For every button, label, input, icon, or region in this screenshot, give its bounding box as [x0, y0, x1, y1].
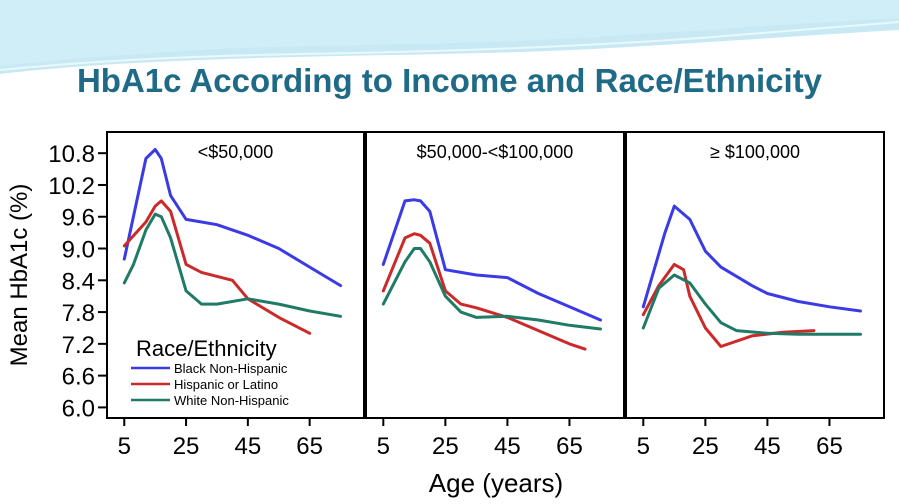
x-tick-label: 25: [692, 433, 719, 460]
y-tick-label: 10.8: [48, 141, 95, 168]
y-tick-label: 7.2: [62, 332, 95, 359]
series-line-white-non-hispanic: [122, 212, 343, 318]
slide-title: HbA1c According to Income and Race/Ethni…: [76, 62, 823, 99]
series-line-black-non-hispanic: [641, 204, 862, 313]
panel-title: ≥ $100,000: [710, 142, 800, 162]
panel-frame: [625, 131, 885, 419]
x-tick-label: 25: [173, 433, 200, 460]
x-tick-label: 65: [816, 433, 843, 460]
header-wave-line: [0, 21, 899, 71]
series-line-white-non-hispanic: [381, 247, 602, 331]
x-tick-label: 5: [637, 433, 650, 460]
y-tick-label: 6.6: [62, 364, 95, 391]
x-tick-label: 5: [118, 433, 131, 460]
x-axis-label: Age (years): [429, 468, 563, 498]
header-wave-front: [0, 0, 899, 66]
series-line-black-non-hispanic: [122, 148, 343, 288]
panel-frame: [106, 131, 365, 419]
y-tick-label: 9.6: [62, 205, 95, 232]
legend-entry: Black Non-Hispanic: [174, 361, 288, 376]
series-line-white-non-hispanic: [641, 273, 862, 336]
x-tick-label: 45: [754, 433, 781, 460]
series-line-black-non-hispanic: [381, 198, 602, 322]
y-tick-label: 9.0: [62, 237, 95, 264]
panel-title: $50,000-<$100,000: [417, 142, 574, 162]
y-tick-label: 7.8: [62, 300, 95, 327]
x-tick-label: 45: [235, 433, 262, 460]
legend-entry: Hispanic or Latino: [174, 377, 278, 392]
x-tick-label: 5: [377, 433, 390, 460]
x-tick-label: 65: [296, 433, 323, 460]
y-tick-label: 6.0: [62, 395, 95, 422]
panel-frame: [365, 131, 625, 419]
y-axis-label: Mean HbA1c (%): [6, 184, 33, 367]
y-tick-label: 8.4: [62, 268, 95, 295]
header-wave-banner: [0, 0, 899, 74]
legend-title: Race/Ethnicity: [136, 336, 277, 361]
panel-title: <$50,000: [198, 142, 274, 162]
x-tick-label: 45: [494, 433, 521, 460]
x-tick-label: 25: [432, 433, 459, 460]
y-tick-label: 10.2: [48, 173, 95, 200]
series-line-hispanic-or-latino: [122, 199, 312, 335]
series-line-hispanic-or-latino: [381, 232, 587, 351]
legend-entry: White Non-Hispanic: [174, 393, 289, 408]
x-tick-label: 65: [556, 433, 583, 460]
hba1c-chart: Mean HbA1c (%) 6.0 6.6 7.2 7.8 8.4 9.0 9.6 10.2 1…: [6, 131, 885, 498]
